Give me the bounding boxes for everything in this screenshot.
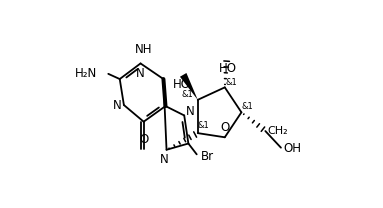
Text: Br: Br bbox=[201, 150, 214, 163]
Text: &1: &1 bbox=[182, 90, 193, 99]
Text: N: N bbox=[113, 99, 121, 111]
Text: N: N bbox=[160, 153, 169, 166]
Text: NH: NH bbox=[135, 43, 152, 56]
Text: O: O bbox=[220, 121, 229, 134]
Text: &1: &1 bbox=[241, 102, 253, 111]
Polygon shape bbox=[180, 73, 198, 100]
Text: HO: HO bbox=[219, 62, 237, 75]
Text: &1: &1 bbox=[225, 78, 237, 87]
Text: &1: &1 bbox=[198, 121, 210, 130]
Text: O: O bbox=[139, 133, 148, 146]
Text: H₂N: H₂N bbox=[75, 67, 97, 80]
Text: OH: OH bbox=[283, 142, 301, 155]
Text: CH₂: CH₂ bbox=[267, 126, 288, 136]
Text: HO: HO bbox=[172, 78, 190, 91]
Text: N: N bbox=[186, 105, 195, 118]
Text: N: N bbox=[136, 67, 145, 80]
